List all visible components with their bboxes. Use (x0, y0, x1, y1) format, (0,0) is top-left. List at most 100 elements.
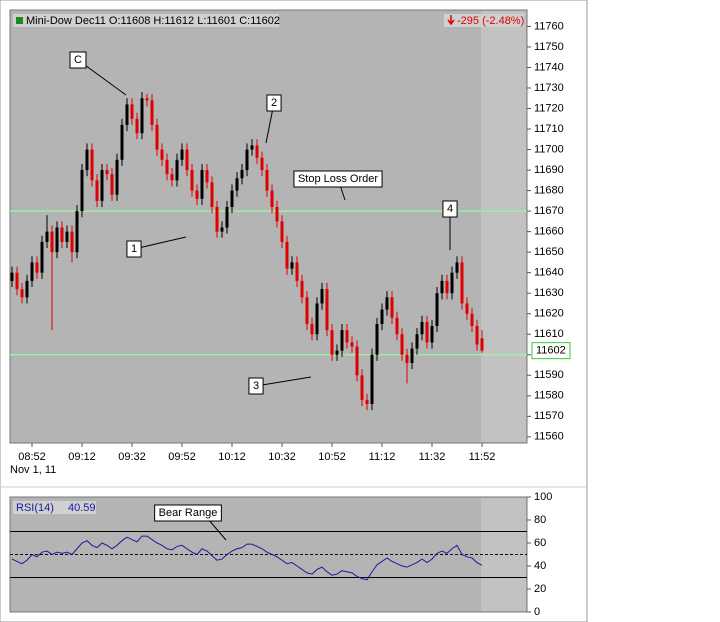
candle-body (405, 354, 409, 363)
price-label: 11602 (536, 345, 566, 357)
candle-body (465, 303, 469, 314)
y-tick-label: 11680 (534, 184, 564, 196)
y-tick-label: 0 (534, 606, 540, 618)
candle-body (450, 272, 454, 294)
candle-body (285, 241, 289, 269)
candle-body (270, 190, 274, 208)
candle-body (235, 178, 239, 191)
legend: Mini-Dow Dec11 O:11608 H:11612 L:11601 C… (26, 15, 280, 27)
candle-body (75, 211, 79, 253)
y-tick-label: 40 (534, 560, 546, 572)
y-tick-label: 11750 (534, 41, 564, 53)
annotation-box (293, 170, 383, 188)
x-tick-label: 11:52 (469, 451, 496, 463)
price-box (531, 342, 571, 360)
candle-body (180, 149, 184, 160)
annotation: Stop Loss Order (298, 173, 378, 185)
annotation-arrow (133, 236, 187, 250)
candle-body (165, 159, 169, 175)
candle-body (195, 190, 199, 199)
candle-body (215, 207, 219, 232)
candle-body (415, 334, 419, 349)
y-tick-label: 11730 (534, 82, 564, 94)
candle-body (95, 180, 99, 201)
candle-body (455, 262, 459, 273)
candle-body (470, 313, 474, 327)
candle-body (15, 272, 19, 290)
candle-body (10, 272, 14, 281)
y-tick-label: 11660 (534, 226, 564, 238)
future-area (481, 498, 526, 611)
candle-body (390, 297, 394, 318)
x-tick-label: 11:12 (369, 451, 396, 463)
candle-body (110, 174, 114, 195)
annotation-box (266, 94, 282, 112)
candle-body (125, 104, 129, 125)
candle-body (210, 182, 214, 208)
candle-body (380, 309, 384, 324)
candle-body (30, 262, 34, 281)
candle-body (310, 323, 314, 335)
annotation-arrow (255, 376, 312, 387)
y-tick-label: 80 (534, 514, 546, 526)
candle-body (265, 170, 269, 191)
candle-body (160, 149, 164, 160)
candle-body (55, 227, 59, 253)
candle-body (300, 280, 304, 298)
candle-body (335, 350, 339, 355)
candle-body (120, 124, 124, 160)
candle-body (85, 149, 89, 171)
candle-body (60, 227, 64, 242)
down-arrow (447, 15, 455, 26)
candle-body (340, 330, 344, 351)
candle-body (410, 348, 414, 363)
candle-body (250, 145, 254, 150)
y-tick-label: 11570 (534, 410, 564, 422)
candle-body (400, 334, 404, 355)
x-tick-label: 09:32 (118, 451, 146, 463)
candle-body (370, 354, 374, 405)
candle-body (50, 231, 54, 253)
y-tick-label: 11710 (534, 123, 564, 135)
annotation: 3 (253, 380, 259, 392)
candle-body (330, 330, 334, 355)
candle-body (275, 207, 279, 222)
legend-icon (16, 17, 23, 24)
y-tick-label: 11670 (534, 205, 564, 217)
x-tick-label: 08:52 (18, 451, 46, 463)
candle-body (175, 159, 179, 181)
y-tick-label: 11590 (534, 369, 564, 381)
candle-body (205, 170, 209, 183)
y-tick-label: 11760 (534, 20, 564, 32)
candle-body (385, 297, 389, 310)
annotation: 2 (271, 97, 277, 109)
candle-body (475, 326, 479, 345)
x-tick-label: 09:52 (168, 451, 196, 463)
candle-body (395, 317, 399, 335)
legend-bg (13, 14, 279, 27)
candle-body (20, 289, 24, 298)
candle-body (225, 207, 229, 228)
candle-body (130, 104, 134, 119)
candle-body (80, 170, 84, 212)
candle-body (100, 170, 104, 201)
candle-body (115, 159, 119, 195)
candle-body (480, 338, 484, 351)
candle-body (140, 98, 144, 134)
candle-body (295, 262, 299, 281)
rsi-legend: RSI(14) (16, 502, 54, 514)
annotation-box (248, 377, 264, 395)
candle-body (435, 293, 439, 327)
rsi-legend-bg (13, 501, 96, 514)
y-tick-label: 11630 (534, 287, 564, 299)
candle-body (420, 321, 424, 335)
candle-body (220, 227, 224, 232)
candle-body (355, 346, 359, 376)
candle-body (430, 326, 434, 343)
annotation-box (442, 200, 458, 218)
y-tick-label: 11580 (534, 390, 564, 402)
candle-body (425, 321, 429, 343)
y-tick-label: 11690 (534, 164, 564, 176)
y-tick-label: 11640 (534, 267, 564, 279)
x-tick-label: 11:32 (419, 451, 446, 463)
